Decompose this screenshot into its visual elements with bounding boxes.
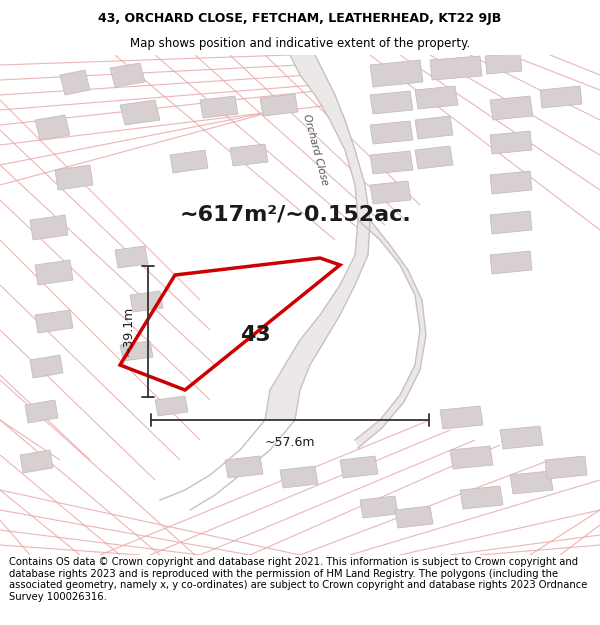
Text: ~39.1m: ~39.1m bbox=[121, 306, 134, 356]
Polygon shape bbox=[355, 220, 426, 448]
Polygon shape bbox=[55, 165, 93, 190]
Polygon shape bbox=[490, 131, 532, 154]
Polygon shape bbox=[230, 144, 268, 166]
Polygon shape bbox=[20, 450, 53, 473]
Polygon shape bbox=[440, 406, 483, 429]
Polygon shape bbox=[200, 96, 238, 118]
Polygon shape bbox=[30, 355, 63, 378]
Polygon shape bbox=[545, 456, 587, 479]
Text: Map shows position and indicative extent of the property.: Map shows position and indicative extent… bbox=[130, 38, 470, 51]
Polygon shape bbox=[370, 151, 413, 174]
Polygon shape bbox=[340, 456, 378, 478]
Polygon shape bbox=[395, 506, 433, 528]
Text: Contains OS data © Crown copyright and database right 2021. This information is : Contains OS data © Crown copyright and d… bbox=[9, 557, 587, 602]
Polygon shape bbox=[370, 121, 413, 144]
Polygon shape bbox=[415, 86, 458, 109]
Polygon shape bbox=[370, 91, 413, 114]
Text: Orchard Close: Orchard Close bbox=[301, 113, 329, 187]
Polygon shape bbox=[360, 496, 398, 518]
Polygon shape bbox=[460, 486, 503, 509]
Polygon shape bbox=[120, 100, 160, 125]
Polygon shape bbox=[510, 471, 553, 494]
Polygon shape bbox=[115, 246, 148, 268]
Polygon shape bbox=[540, 86, 582, 108]
Polygon shape bbox=[155, 396, 188, 416]
Polygon shape bbox=[280, 466, 318, 488]
Polygon shape bbox=[490, 211, 532, 234]
Polygon shape bbox=[485, 53, 522, 74]
Polygon shape bbox=[260, 94, 298, 116]
Polygon shape bbox=[430, 56, 482, 80]
Polygon shape bbox=[265, 55, 370, 420]
Polygon shape bbox=[35, 310, 73, 333]
Polygon shape bbox=[225, 456, 263, 478]
Polygon shape bbox=[490, 251, 532, 274]
Polygon shape bbox=[170, 150, 208, 173]
Polygon shape bbox=[130, 291, 163, 312]
Polygon shape bbox=[370, 60, 423, 87]
Text: 43, ORCHARD CLOSE, FETCHAM, LEATHERHEAD, KT22 9JB: 43, ORCHARD CLOSE, FETCHAM, LEATHERHEAD,… bbox=[98, 12, 502, 25]
Polygon shape bbox=[500, 426, 543, 449]
Polygon shape bbox=[35, 260, 73, 285]
Polygon shape bbox=[490, 171, 532, 194]
Polygon shape bbox=[35, 115, 70, 140]
Polygon shape bbox=[25, 400, 58, 423]
Text: ~617m²/~0.152ac.: ~617m²/~0.152ac. bbox=[179, 205, 411, 225]
Polygon shape bbox=[60, 70, 90, 95]
Text: ~57.6m: ~57.6m bbox=[265, 436, 315, 449]
Polygon shape bbox=[110, 63, 145, 87]
Polygon shape bbox=[450, 446, 493, 469]
Polygon shape bbox=[415, 116, 453, 139]
Polygon shape bbox=[490, 96, 533, 120]
Polygon shape bbox=[120, 341, 153, 361]
Text: 43: 43 bbox=[239, 325, 271, 345]
Polygon shape bbox=[30, 215, 68, 240]
Polygon shape bbox=[370, 181, 411, 204]
Polygon shape bbox=[415, 146, 453, 169]
